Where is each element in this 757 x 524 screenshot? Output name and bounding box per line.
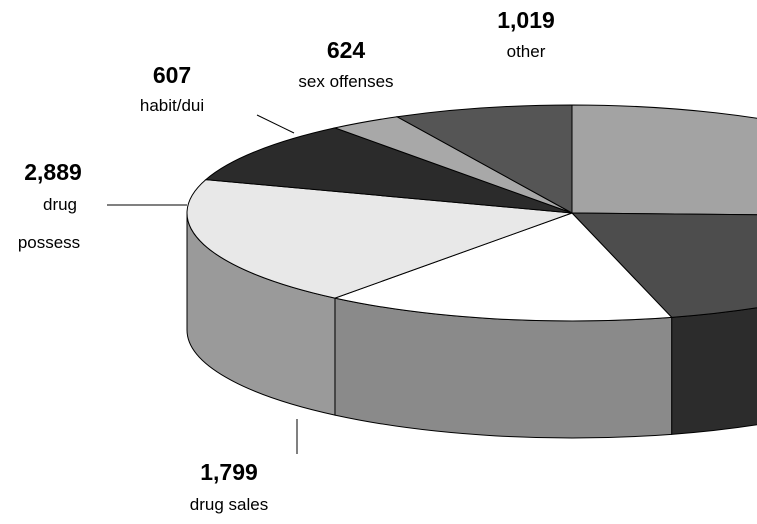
pie-slice-drug-possess-3	[186, 179, 573, 299]
drug-possess-category-label-line1: drug	[43, 195, 77, 214]
habit-dui-leader-line	[256, 114, 295, 134]
drug-sales-value-label: 1,799	[200, 459, 258, 485]
drug-possess-category-label-line2: possess	[18, 233, 80, 252]
other-category-label: other	[507, 42, 546, 61]
sex-offenses-category-label: sex offenses	[298, 72, 393, 91]
drug-sales-category-label: drug sales	[190, 495, 268, 514]
pie-slice-unlabeled-0	[571, 104, 757, 216]
pie-slice-unlabeled-1	[570, 212, 757, 318]
pie-slices	[186, 104, 757, 439]
other-value-label: 1,019	[497, 7, 555, 33]
sex-offenses-value-label: 624	[327, 37, 366, 63]
drug-possess-value-label: 2,889	[24, 159, 82, 185]
pie-slice-habit-dui-4	[204, 127, 573, 214]
habit-dui-category-label: habit/dui	[140, 96, 204, 115]
habit-dui-value-label: 607	[153, 62, 191, 88]
pie-slice-drug-sales-2	[333, 212, 673, 322]
pie-slice-other-6	[395, 104, 573, 214]
